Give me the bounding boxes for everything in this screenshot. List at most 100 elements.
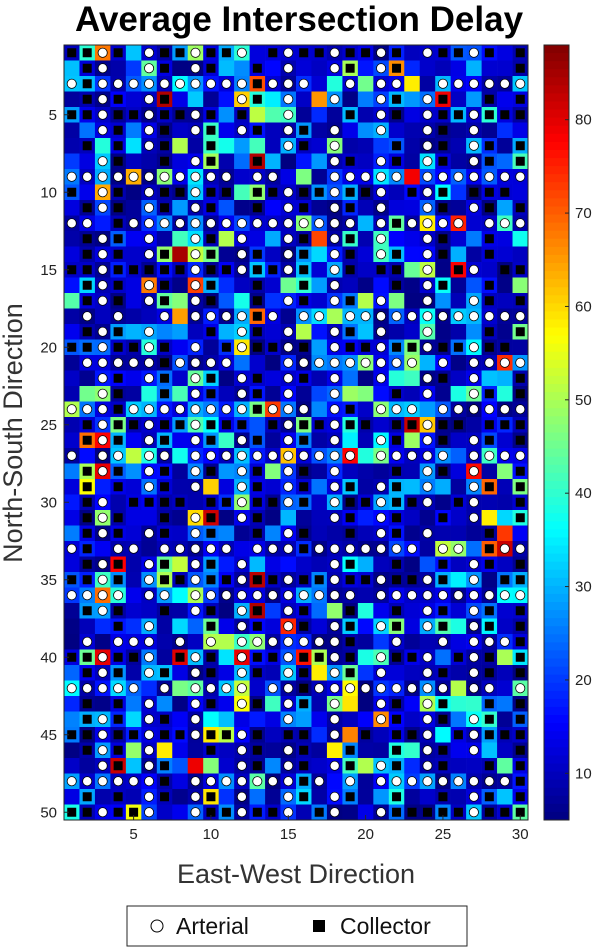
arterial-marker [360,357,371,368]
collector-marker [252,761,262,771]
heatmap-cell [94,618,111,635]
colorbar-segment [544,787,569,797]
heatmap-cell [311,370,328,387]
arterial-marker [484,683,495,694]
collector-marker [252,668,262,678]
colorbar-segment [544,182,569,191]
arterial-marker [97,683,108,694]
heatmap-cell [296,510,312,526]
heatmap-cell [311,169,328,185]
heatmap-cell [404,200,421,216]
heatmap-cell [265,122,281,139]
heatmap-cell [311,91,328,108]
arterial-marker [345,218,356,229]
arterial-marker [159,404,170,415]
heatmap-cell [172,587,189,604]
arterial-marker [221,218,232,229]
collector-marker [345,48,355,58]
arterial-marker [236,373,247,384]
collector-marker [484,544,494,554]
colorbar-segment [544,343,569,353]
arterial-marker [437,590,448,601]
collector-marker [206,296,216,306]
heatmap-cell [357,556,374,573]
arterial-marker [144,202,155,213]
arterial-marker [283,202,294,213]
colorbar-segment [544,190,569,199]
collector-marker [299,668,309,678]
arterial-marker [283,791,294,802]
collector-marker [206,792,216,802]
arterial-marker [252,776,263,787]
heatmap-cell [450,758,467,774]
collector-marker [392,730,402,740]
collector-marker [82,466,92,476]
heatmap-cell [218,556,235,573]
collector-marker [453,730,463,740]
heatmap-cell [218,107,235,123]
collector-marker [515,94,525,104]
heatmap-cell [373,277,390,294]
heatmap-cell [357,386,374,402]
heatmap-cell [64,324,80,340]
heatmap-cell [450,634,467,650]
collector-marker [268,342,278,352]
collector-marker [82,435,92,445]
arterial-marker [468,466,479,477]
heatmap-cell [450,463,467,480]
heatmap-cell [125,665,142,681]
heatmap-cell [497,603,513,619]
arterial-marker [376,202,387,213]
heatmap-cell [311,711,328,728]
arterial-marker [468,481,479,492]
heatmap-cell [64,122,80,139]
arterial-marker [190,807,201,818]
collector-marker [515,807,525,817]
collector-marker [484,621,494,631]
collector-marker [160,730,170,740]
heatmap-cell [342,696,359,712]
collector-marker [129,652,139,662]
collector-marker [82,249,92,259]
heatmap-cell [357,277,374,294]
heatmap-cell [172,618,189,635]
heatmap-cell [172,91,189,108]
collector-marker [160,141,170,151]
collector-marker [314,807,324,817]
arterial-marker [221,311,232,322]
heatmap-cell [64,153,80,170]
heatmap-cell [64,246,80,263]
collector-marker [160,373,170,383]
arterial-marker [484,404,495,415]
arterial-marker [422,202,433,213]
heatmap-cell [110,494,127,511]
heatmap-cell [218,324,235,340]
arterial-marker [174,78,185,89]
arterial-marker [283,264,294,275]
arterial-marker [267,78,278,89]
colorbar-frame [543,44,570,821]
arterial-marker [345,171,356,182]
colorbar-segment [544,174,569,183]
heatmap-cell [265,432,281,449]
collector-marker [314,420,324,430]
heatmap-cell [249,711,266,728]
arterial-marker [144,698,155,709]
colorbar-segment [544,351,569,361]
heatmap-cell [125,277,142,294]
arterial-marker [159,543,170,554]
collector-marker [407,807,417,817]
arterial-marker [468,605,479,616]
arterial-marker [205,636,216,647]
arterial-marker [144,326,155,337]
arterial-marker [236,497,247,508]
heatmap-cell [357,479,374,495]
arterial-marker [236,745,247,756]
collector-marker [515,265,525,275]
collector-marker [438,141,448,151]
heatmap-cell [419,76,436,92]
collector-marker [515,296,525,306]
arterial-marker [391,683,402,694]
heatmap-cell [172,510,189,526]
arterial-marker [422,667,433,678]
